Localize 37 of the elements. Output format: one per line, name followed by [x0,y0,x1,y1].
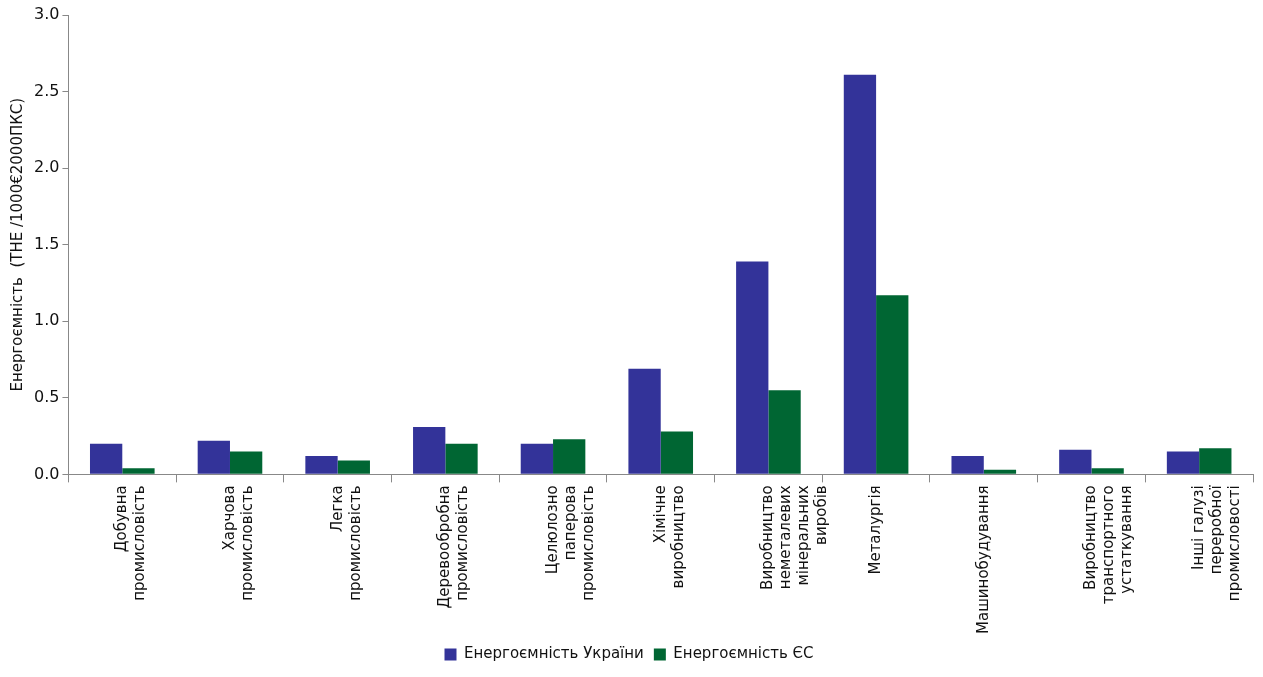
y-tick-label: 0.5 [33,386,60,406]
bar [520,443,554,474]
y-tick-label: 3.0 [33,4,60,24]
bar [122,468,155,474]
bar [876,295,909,474]
legend-label: Енергоємність України [464,644,644,663]
bar [229,451,263,474]
x-tick-label: Добувна промисловість [112,485,149,601]
bar [337,460,370,474]
y-axis-title: Енергоємність (ТНЕ /1000€2000ПКС) [7,97,26,392]
bar [1091,468,1124,474]
bar [197,440,230,474]
bar [1199,448,1232,474]
y-tick-label: 2.0 [33,157,60,177]
bar [628,368,661,474]
bar [736,261,769,474]
bar [1166,451,1200,474]
y-tick-label: 1.0 [33,310,60,330]
x-tick-label: Машинобудування [973,485,992,634]
bar [660,431,694,474]
bar [553,439,586,474]
x-tick-label: Виробництво неметалевих мінеральних виробів [758,485,831,590]
bar [445,443,478,474]
x-tick-label: Виробництво транспортного устаткування [1081,485,1136,605]
bar [951,455,984,474]
bar [89,443,123,474]
bar [413,426,446,474]
y-tick-label: 1.5 [33,233,60,253]
bar [843,74,877,474]
bar [983,469,1017,474]
x-tick-label: Металургія [865,485,884,575]
legend-label: Енергоємність ЄС [673,644,814,663]
bar [768,390,801,474]
y-tick-label: 2.5 [33,80,60,100]
y-tick-label: 0.0 [33,463,60,483]
bar [305,455,338,474]
bar [1059,449,1092,474]
